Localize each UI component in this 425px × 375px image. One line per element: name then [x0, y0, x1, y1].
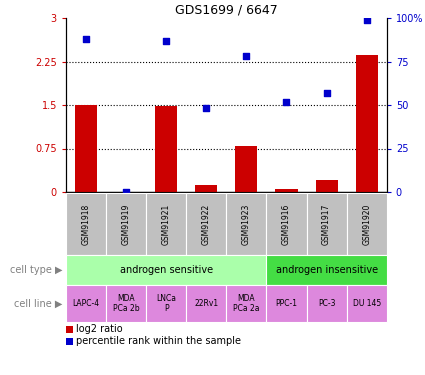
Point — [283, 99, 290, 105]
Text: GSM91919: GSM91919 — [122, 203, 130, 245]
Text: log2 ratio: log2 ratio — [76, 324, 122, 334]
Point — [323, 90, 330, 96]
Point — [82, 36, 89, 42]
Point — [363, 17, 370, 23]
Text: GSM91923: GSM91923 — [242, 203, 251, 245]
Point — [163, 38, 170, 44]
Bar — [266, 285, 306, 322]
Bar — [66, 338, 73, 345]
Text: cell type ▶: cell type ▶ — [10, 265, 63, 275]
Bar — [106, 285, 146, 322]
Text: GSM91918: GSM91918 — [82, 203, 91, 244]
Bar — [266, 193, 306, 255]
Bar — [266, 255, 387, 285]
Bar — [155, 106, 177, 192]
Bar — [356, 54, 378, 192]
Bar — [226, 285, 266, 322]
Bar — [347, 193, 387, 255]
Bar — [235, 146, 258, 192]
Text: MDA
PCa 2b: MDA PCa 2b — [113, 294, 139, 313]
Bar — [226, 193, 266, 255]
Bar — [315, 180, 337, 192]
Bar — [186, 193, 226, 255]
Bar — [275, 189, 298, 192]
Point — [203, 105, 210, 111]
Text: GSM91922: GSM91922 — [202, 203, 211, 244]
Bar — [186, 285, 226, 322]
Title: GDS1699 / 6647: GDS1699 / 6647 — [175, 4, 278, 17]
Text: DU 145: DU 145 — [353, 299, 381, 308]
Text: PC-3: PC-3 — [318, 299, 335, 308]
Bar — [146, 285, 186, 322]
Text: PPC-1: PPC-1 — [275, 299, 298, 308]
Bar — [306, 193, 347, 255]
Bar — [306, 285, 347, 322]
Text: 22Rv1: 22Rv1 — [194, 299, 218, 308]
Point — [123, 189, 130, 195]
Bar — [106, 193, 146, 255]
Bar — [347, 285, 387, 322]
Bar — [66, 285, 106, 322]
Bar — [66, 255, 266, 285]
Bar — [195, 185, 217, 192]
Text: LNCa
P: LNCa P — [156, 294, 176, 313]
Text: percentile rank within the sample: percentile rank within the sample — [76, 336, 241, 346]
Text: androgen insensitive: androgen insensitive — [275, 265, 378, 275]
Text: MDA
PCa 2a: MDA PCa 2a — [233, 294, 260, 313]
Text: androgen sensitive: androgen sensitive — [119, 265, 212, 275]
Text: GSM91916: GSM91916 — [282, 203, 291, 245]
Bar — [146, 193, 186, 255]
Bar — [75, 105, 97, 192]
Bar — [66, 193, 106, 255]
Text: GSM91921: GSM91921 — [162, 203, 171, 244]
Text: GSM91920: GSM91920 — [362, 203, 371, 245]
Text: LAPC-4: LAPC-4 — [72, 299, 99, 308]
Text: GSM91917: GSM91917 — [322, 203, 331, 245]
Point — [243, 53, 250, 59]
Text: cell line ▶: cell line ▶ — [14, 298, 63, 309]
Bar — [66, 326, 73, 333]
